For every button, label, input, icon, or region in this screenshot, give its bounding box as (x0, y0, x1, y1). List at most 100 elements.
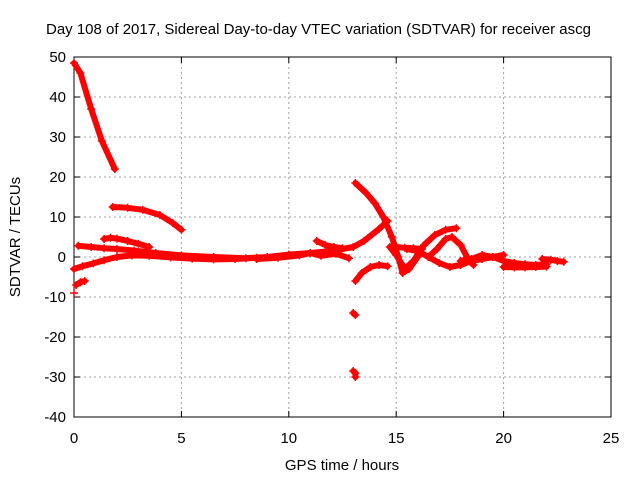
data-point (231, 255, 240, 263)
x-axis-label: GPS time / hours (285, 457, 399, 474)
data-point (409, 244, 418, 253)
data-point (344, 254, 353, 263)
x-tick-label: 25 (603, 430, 620, 447)
y-tick-labels: -40 -30 -20 -10 0 10 20 30 40 50 (44, 49, 66, 426)
data-point (531, 263, 540, 271)
series-arc-17 (499, 262, 551, 272)
series-arc-19 (349, 309, 360, 319)
y-tick-label: -20 (44, 329, 66, 346)
data-point (112, 234, 121, 243)
data-point (70, 59, 78, 67)
x-tick-label: 15 (388, 430, 405, 447)
data-point (252, 255, 261, 263)
data-point (400, 265, 409, 273)
data-point (338, 244, 347, 253)
series-arc-9 (312, 237, 347, 253)
series-arc-2 (108, 203, 186, 234)
series-line (71, 60, 118, 172)
y-tick-label: -30 (44, 369, 66, 386)
data-point (332, 249, 341, 258)
data-point (546, 255, 555, 264)
data-point (351, 373, 360, 381)
series-arc-6 (72, 277, 89, 289)
data-point (424, 253, 433, 261)
data-point (435, 259, 444, 267)
data-point (312, 237, 321, 245)
data-point (177, 225, 186, 234)
data-point (306, 249, 315, 257)
data-point (74, 241, 83, 250)
y-tick-label: -40 (44, 409, 66, 426)
data-point (521, 263, 530, 272)
data-point (456, 257, 465, 265)
data-point (357, 269, 366, 277)
series-line (352, 180, 421, 276)
data-point (209, 255, 218, 264)
y-tick-label: 20 (49, 169, 66, 186)
series-line (71, 252, 260, 272)
chart-title: Day 108 of 2017, Sidereal Day-to-day VTE… (46, 21, 591, 38)
grid (74, 57, 611, 417)
y-tick-label: 10 (49, 209, 66, 226)
data-point (559, 257, 568, 266)
series-group (70, 59, 568, 381)
data-point (400, 243, 409, 252)
data-point (329, 243, 338, 251)
data-point (127, 251, 136, 260)
data-point (430, 231, 439, 239)
data-point (78, 262, 87, 271)
data-point (392, 243, 401, 251)
data-point (392, 251, 401, 259)
data-point (72, 281, 81, 289)
data-point (366, 263, 375, 271)
y-tick-label: 0 (58, 249, 66, 266)
data-point (87, 105, 96, 113)
data-point (359, 237, 368, 245)
plot-frame (73, 56, 612, 418)
data-point (80, 277, 89, 285)
data-point (70, 289, 78, 297)
data-point (351, 179, 360, 187)
data-point (538, 255, 547, 263)
data-point (76, 69, 85, 77)
y-tick-label: 30 (49, 129, 66, 146)
data-point (70, 265, 78, 273)
data-point (108, 203, 117, 211)
y-tick-label: 50 (49, 49, 66, 66)
data-point (362, 189, 371, 197)
y-axis-label: SDTVAR / TECUs (7, 177, 24, 297)
data-point (100, 256, 109, 265)
data-point (375, 261, 384, 269)
data-point (166, 253, 175, 262)
x-tick-label: 5 (177, 430, 185, 447)
data-point (375, 225, 384, 233)
data-point (445, 263, 454, 271)
series-line (109, 204, 185, 233)
series-arc-4 (100, 233, 154, 251)
y-tick-label: 40 (49, 89, 66, 106)
data-point (106, 233, 115, 242)
data-point (478, 251, 487, 259)
data-point (417, 245, 426, 253)
data-point (488, 253, 497, 261)
data-point (168, 219, 177, 227)
data-point (97, 137, 106, 145)
data-point (452, 224, 461, 233)
data-point (469, 261, 478, 269)
data-point (349, 243, 358, 251)
data-point (351, 311, 360, 319)
series-line (313, 238, 346, 252)
data-point (123, 237, 132, 245)
data-point (441, 225, 450, 234)
series-arc-1 (70, 59, 119, 173)
data-point (295, 251, 304, 260)
y-tick-label: -10 (44, 289, 66, 306)
data-point (110, 165, 119, 173)
data-point (433, 245, 442, 253)
data-point (448, 233, 457, 241)
series-line (393, 244, 425, 252)
series-arc-15 (392, 243, 426, 253)
data-point (123, 203, 132, 212)
data-point (510, 263, 519, 272)
